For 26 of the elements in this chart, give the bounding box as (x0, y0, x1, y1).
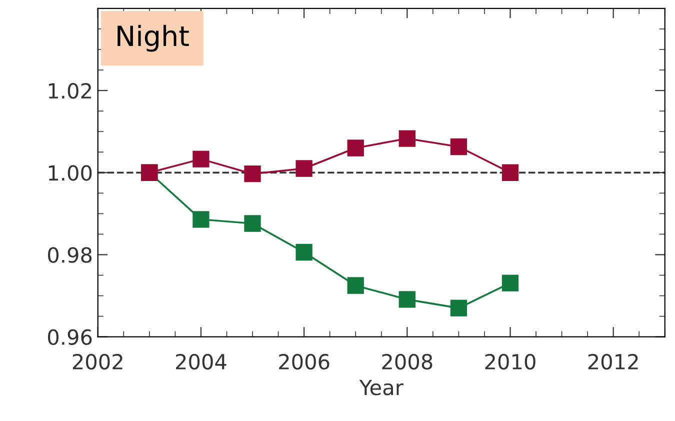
point (296, 160, 312, 177)
point (450, 300, 468, 316)
x-tick-label: 2002 (72, 354, 122, 370)
x-axis-title: Year (359, 380, 404, 396)
point (244, 166, 261, 182)
point (502, 274, 519, 292)
y-tick-label: 1.02 (48, 82, 91, 99)
y-tick-label: 1.00 (48, 165, 92, 181)
x-tick-label: 2010 (485, 354, 536, 370)
point (347, 140, 364, 156)
point (192, 211, 210, 228)
point (398, 130, 416, 147)
point (502, 164, 519, 181)
x-tick-label: 2004 (176, 354, 226, 370)
x-tick-label: 2008 (382, 354, 432, 370)
point (450, 138, 468, 156)
x-tick-label: 2006 (279, 354, 330, 370)
point (398, 291, 416, 308)
point (296, 244, 312, 261)
annotation: Night (118, 24, 189, 52)
point (192, 150, 210, 168)
y-tick-label: 0.96 (48, 329, 92, 346)
point (347, 277, 364, 294)
y-tick-label: 0.98 (48, 247, 92, 263)
x-tick-label: 2012 (588, 354, 638, 370)
point (244, 215, 261, 232)
